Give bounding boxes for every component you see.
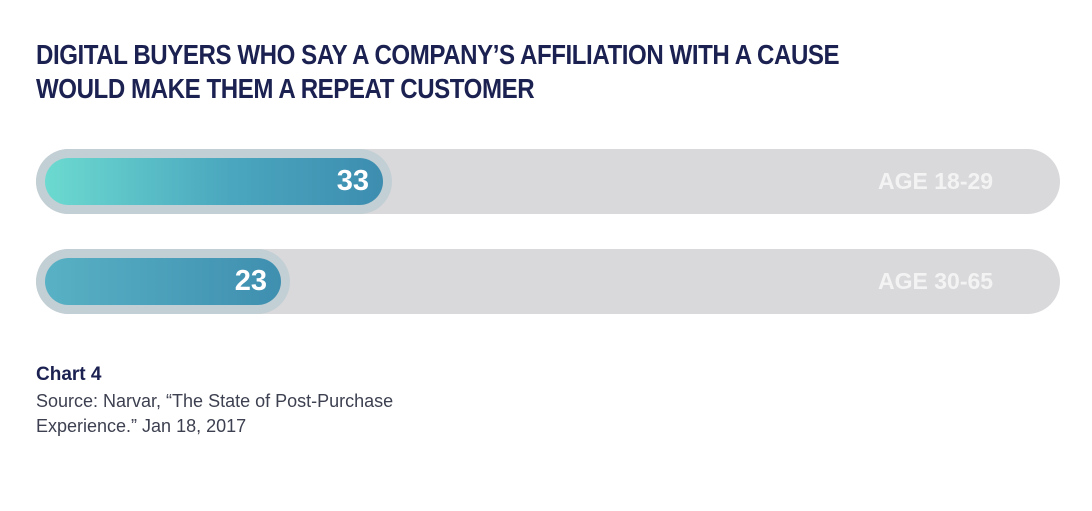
bar-track-age-18-29: 33 AGE 18-29 [36,149,1060,214]
category-label-age-30-65: AGE 30-65 [878,268,994,294]
chart-title: DIGITAL BUYERS WHO SAY A COMPANY’S AFFIL… [36,39,840,104]
chart-number: Chart 4 [36,364,102,385]
bar-value-label: 33 [336,165,369,197]
bar-value-label: 23 [234,265,267,297]
category-label-age-18-29: AGE 18-29 [878,168,994,194]
bar-track-age-30-65: 23 AGE 30-65 [36,249,1060,314]
bar-age-18-29: 33 [45,158,383,205]
source-note: Source: Narvar, “The State of Post-Purch… [36,391,394,436]
bar-age-30-65: 23 [45,258,281,305]
